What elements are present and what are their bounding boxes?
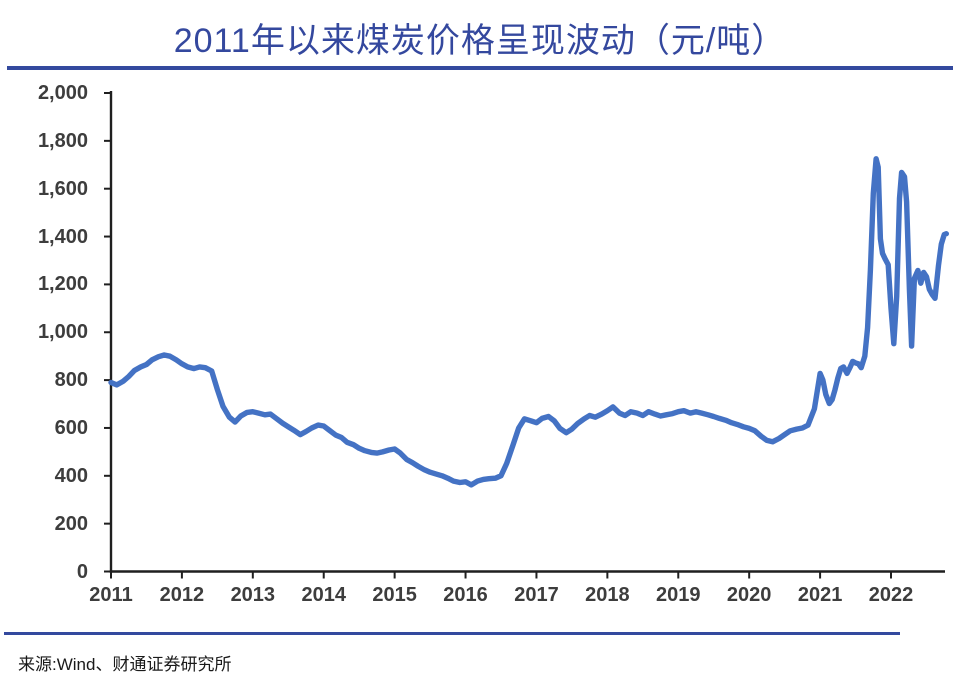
x-axis-tick-label: 2019 xyxy=(656,584,701,606)
chart-title: 2011年以来煤炭价格呈现波动（元/吨） xyxy=(173,22,787,60)
y-axis-tick-label: 0 xyxy=(76,560,88,583)
y-axis-tick-label: 600 xyxy=(54,416,88,439)
y-axis-tick-label: 400 xyxy=(54,464,88,487)
x-axis-tick-label: 2016 xyxy=(443,584,488,606)
y-axis-tick-label: 1,800 xyxy=(37,129,88,152)
x-axis-tick-label: 2011 xyxy=(89,584,133,606)
source-note: 来源:Wind、财通证券研究所 xyxy=(18,655,232,674)
footer-divider xyxy=(4,632,900,635)
x-axis-tick-label: 2020 xyxy=(726,584,772,606)
x-axis-tick-label: 2022 xyxy=(868,584,914,606)
x-axis-tick-label: 2021 xyxy=(797,584,843,606)
x-axis-tick-label: 2013 xyxy=(230,584,276,606)
y-axis-tick-label: 1,400 xyxy=(37,225,88,248)
y-axis-tick-label: 1,600 xyxy=(37,177,88,200)
y-axis-tick-label: 800 xyxy=(54,369,88,392)
y-axis-tick-label: 1,200 xyxy=(37,273,88,296)
y-axis-tick-label: 2,000 xyxy=(37,82,88,104)
price-line-series xyxy=(108,156,949,488)
title-divider xyxy=(7,66,953,70)
x-axis-tick-label: 2018 xyxy=(585,584,630,606)
y-axis-tick-label: 200 xyxy=(54,512,88,535)
x-axis-tick-label: 2014 xyxy=(301,584,346,606)
x-axis-tick-label: 2012 xyxy=(159,584,205,606)
x-axis-tick-label: 2015 xyxy=(372,584,417,606)
x-axis-tick-label: 2017 xyxy=(514,584,559,606)
y-axis-tick-label: 1,000 xyxy=(37,321,88,344)
